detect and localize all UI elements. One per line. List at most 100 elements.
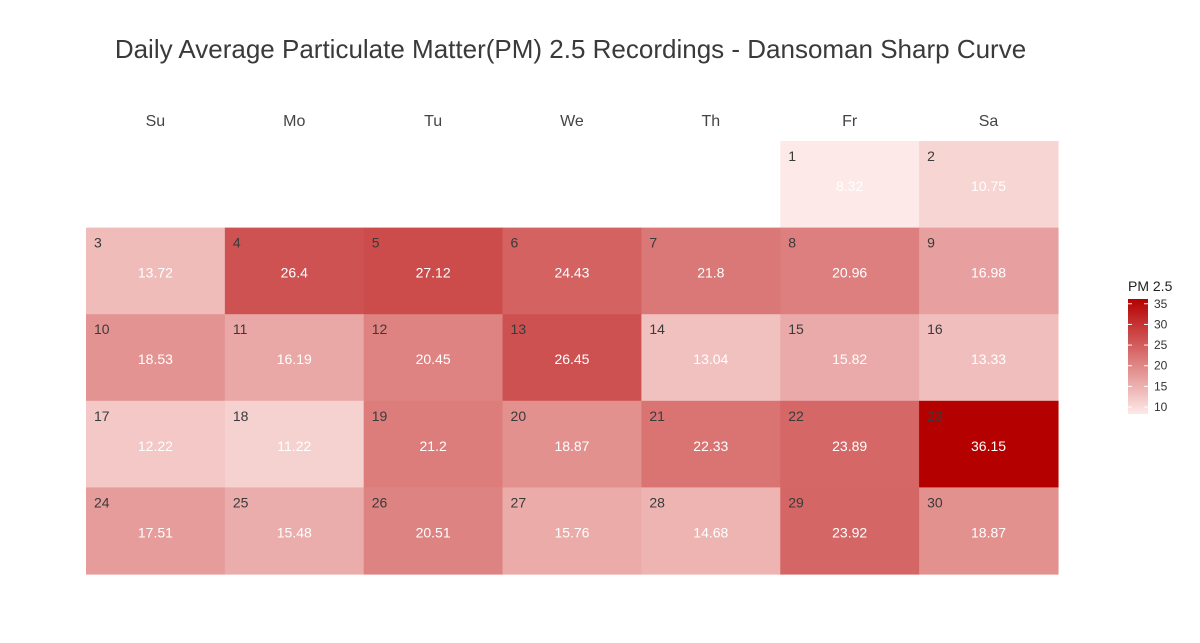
day-number-1: 1 [788, 148, 796, 164]
day-number-21: 21 [649, 408, 665, 424]
day-value-10: 18.53 [138, 351, 173, 367]
day-value-2: 10.75 [971, 178, 1006, 194]
day-cell-14 [641, 314, 781, 402]
day-cell-5 [363, 227, 504, 315]
day-number-11: 11 [233, 321, 248, 337]
day-value-14: 13.04 [693, 351, 728, 367]
day-cell-26 [363, 487, 504, 575]
day-cell-1 [780, 141, 920, 229]
day-number-12: 12 [372, 321, 388, 337]
legend-tick-label-20: 20 [1154, 359, 1168, 373]
legend-title: PM 2.5 [1128, 278, 1173, 294]
chart-title: Daily Average Particulate Matter(PM) 2.5… [114, 34, 1027, 64]
day-value-28: 14.68 [693, 524, 728, 540]
weekday-label-mo: Mo [283, 113, 305, 130]
day-number-27: 27 [511, 494, 527, 510]
day-cell-28 [641, 487, 781, 575]
day-value-4: 26.4 [281, 265, 308, 281]
legend-tick-label-10: 10 [1154, 400, 1168, 414]
day-cell-23 [919, 400, 1059, 488]
day-number-10: 10 [94, 321, 110, 337]
day-number-5: 5 [372, 235, 380, 251]
day-number-3: 3 [94, 235, 102, 251]
day-value-30: 18.87 [971, 524, 1006, 540]
day-cell-20 [502, 400, 642, 488]
day-value-25: 15.48 [277, 524, 312, 540]
day-number-19: 19 [372, 408, 388, 424]
day-number-17: 17 [94, 408, 110, 424]
day-cell-18 [224, 400, 365, 488]
day-number-14: 14 [649, 321, 665, 337]
day-cell-21 [641, 400, 781, 488]
day-value-13: 26.45 [554, 351, 589, 367]
day-value-8: 20.96 [832, 265, 867, 281]
day-value-20: 18.87 [554, 438, 589, 454]
day-cell-15 [780, 314, 920, 402]
day-value-23: 36.15 [971, 438, 1006, 454]
day-value-27: 15.76 [554, 524, 589, 540]
day-cell-19 [363, 400, 504, 488]
weekday-label-we: We [560, 113, 584, 130]
day-value-1: 8.32 [836, 178, 863, 194]
day-value-24: 17.51 [138, 524, 173, 540]
day-cell-13 [502, 314, 642, 402]
day-value-21: 22.33 [693, 438, 728, 454]
day-number-20: 20 [511, 408, 527, 424]
legend-tick-label-35: 35 [1154, 297, 1168, 311]
day-number-22: 22 [788, 408, 804, 424]
weekday-label-sa: Sa [979, 113, 999, 130]
weekday-label-th: Th [701, 113, 720, 130]
day-number-2: 2 [927, 148, 935, 164]
day-cell-9 [919, 227, 1059, 315]
day-number-23: 23 [927, 408, 943, 424]
day-cell-2 [919, 141, 1059, 229]
day-value-17: 12.22 [138, 438, 173, 454]
day-number-24: 24 [94, 494, 110, 510]
day-value-11: 16.19 [277, 351, 312, 367]
day-cell-12 [363, 314, 504, 402]
day-cell-25 [224, 487, 365, 575]
day-number-25: 25 [233, 494, 249, 510]
day-number-29: 29 [788, 494, 804, 510]
day-cell-30 [919, 487, 1059, 575]
weekday-label-tu: Tu [424, 113, 442, 130]
day-value-16: 13.33 [971, 351, 1006, 367]
day-cell-22 [780, 400, 920, 488]
day-number-15: 15 [788, 321, 804, 337]
day-cell-8 [780, 227, 920, 315]
legend-tick-label-25: 25 [1154, 338, 1168, 352]
day-number-30: 30 [927, 494, 943, 510]
day-cell-17 [86, 400, 226, 488]
day-number-7: 7 [649, 235, 657, 251]
day-cell-7 [641, 227, 781, 315]
day-value-6: 24.43 [554, 265, 589, 281]
day-number-26: 26 [372, 494, 388, 510]
legend-tick-label-30: 30 [1154, 317, 1168, 331]
day-cell-16 [919, 314, 1059, 402]
day-number-13: 13 [511, 321, 527, 337]
day-value-29: 23.92 [832, 524, 867, 540]
weekday-label-fr: Fr [842, 113, 858, 130]
legend-colorbar [1128, 299, 1148, 414]
day-value-7: 21.8 [697, 265, 724, 281]
day-value-19: 21.2 [420, 438, 447, 454]
day-value-15: 15.82 [832, 351, 867, 367]
day-cell-4 [224, 227, 365, 315]
legend-tick-label-15: 15 [1154, 379, 1168, 393]
day-value-26: 20.51 [416, 524, 451, 540]
day-value-3: 13.72 [138, 265, 173, 281]
day-number-8: 8 [788, 235, 796, 251]
day-number-28: 28 [649, 494, 665, 510]
day-cell-24 [86, 487, 226, 575]
day-number-4: 4 [233, 235, 241, 251]
day-value-9: 16.98 [971, 265, 1006, 281]
day-cell-6 [502, 227, 642, 315]
day-number-9: 9 [927, 235, 935, 251]
day-number-16: 16 [927, 321, 943, 337]
day-value-22: 23.89 [832, 438, 867, 454]
day-cell-10 [86, 314, 226, 402]
weekday-label-su: Su [146, 113, 166, 130]
day-cell-3 [86, 227, 226, 315]
